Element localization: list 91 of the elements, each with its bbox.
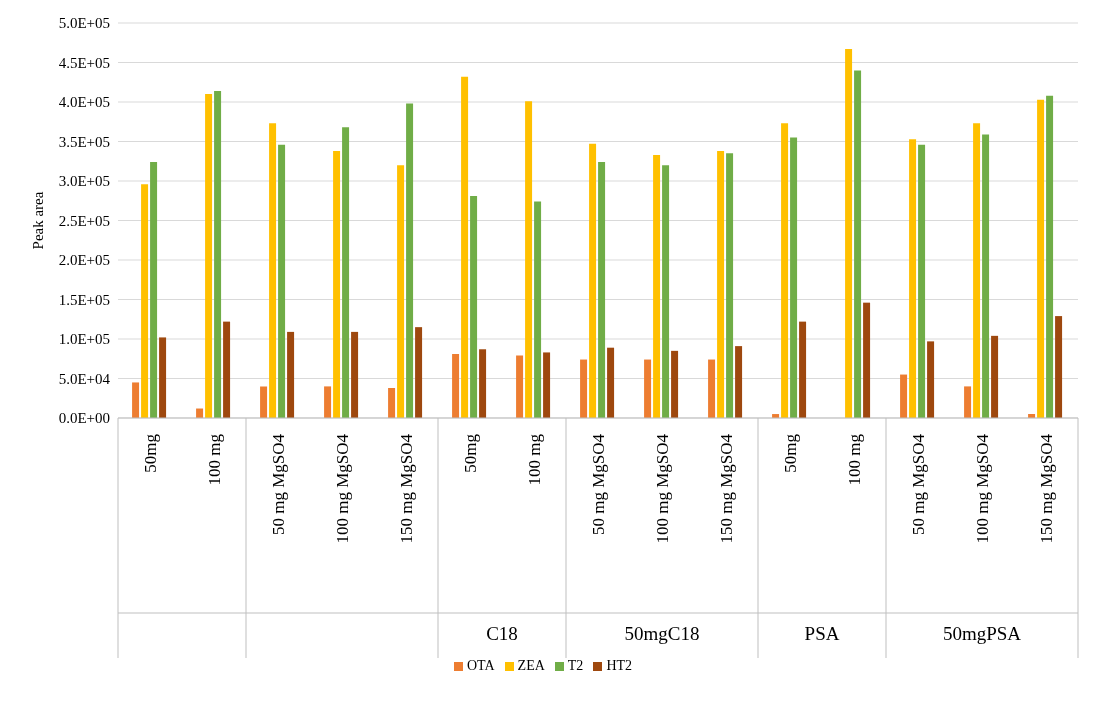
bar [516, 355, 524, 418]
bar [708, 359, 716, 418]
y-axis-title: Peak area [30, 191, 47, 250]
bar [726, 153, 734, 418]
y-tick-label: 1.0E+05 [58, 331, 110, 348]
bar [452, 354, 460, 418]
bar [278, 144, 286, 418]
bar [900, 374, 908, 418]
bar [150, 162, 158, 418]
y-tick-label: 0.0E+00 [58, 410, 110, 427]
bar [461, 76, 469, 418]
x-tick-label: 50mg [780, 433, 800, 473]
bar [598, 162, 606, 418]
bar [141, 184, 149, 418]
bar [324, 386, 332, 418]
x-tick-label: 100 mg [524, 433, 544, 486]
bar [287, 331, 295, 418]
x-tick-label: 50 mg MgSO4 [908, 433, 928, 536]
bar [845, 49, 853, 418]
bar [397, 165, 405, 418]
bar [406, 103, 414, 418]
bar [388, 387, 396, 418]
x-tick-label: 100 mg [204, 433, 224, 486]
legend-label: ZEA [517, 658, 545, 673]
bar [918, 144, 926, 418]
x-tick-label: 150 mg MgSO4 [396, 433, 416, 544]
bar [333, 150, 341, 418]
legend-label: OTA [466, 658, 495, 673]
y-tick-label: 2.5E+05 [58, 212, 110, 229]
x-tick-label: 100 mg MgSO4 [652, 433, 672, 544]
bar [717, 150, 725, 418]
bar [479, 349, 487, 418]
bar [159, 337, 167, 418]
bar [351, 331, 359, 418]
bar [1055, 316, 1063, 418]
bar [982, 134, 990, 418]
bar [415, 327, 423, 418]
y-tick-label: 4.0E+05 [58, 94, 110, 111]
bar [964, 386, 972, 418]
bar [644, 359, 652, 418]
bar [909, 139, 917, 418]
x-tick-label: 50 mg MgSO4 [268, 433, 288, 536]
bar [1046, 95, 1054, 418]
bar [653, 154, 661, 418]
bar [269, 123, 277, 418]
bar [781, 123, 789, 418]
x-tick-label: 100 mg MgSO4 [972, 433, 992, 544]
bar [580, 359, 588, 418]
x-tick-label: 100 mg [844, 433, 864, 486]
y-tick-label: 5.0E+05 [58, 15, 110, 32]
text: PSA [803, 623, 841, 645]
bar [525, 101, 533, 418]
y-tick-label: 1.5E+05 [58, 291, 110, 308]
x-tick-label: 150 mg MgSO4 [1036, 433, 1056, 544]
bar [470, 196, 478, 418]
bar [342, 127, 350, 418]
bar [589, 143, 597, 418]
x-tick-label: 50mg [460, 433, 480, 473]
bar [973, 123, 981, 418]
bar [205, 94, 213, 418]
bar [991, 335, 999, 418]
y-tick-label: 2.0E+05 [58, 252, 110, 269]
x-tick-label: 150 mg MgSO4 [716, 433, 736, 544]
bar [260, 386, 268, 418]
legend-label: HT2 [606, 658, 633, 673]
bar [132, 382, 140, 418]
text: 50mgPSA [941, 623, 1023, 645]
y-tick-label: 4.5E+05 [58, 54, 110, 71]
bar [927, 341, 935, 418]
bar [790, 137, 798, 418]
bar [607, 347, 615, 418]
bar [854, 70, 862, 418]
x-tick-label: 100 mg MgSO4 [332, 433, 352, 544]
bar [534, 201, 542, 418]
bar [223, 321, 231, 418]
bar [671, 350, 679, 418]
x-tick-label: 50mg [140, 433, 160, 473]
bar [662, 165, 670, 418]
text: C18 [485, 623, 519, 645]
bar [799, 321, 807, 418]
y-tick-label: 5.0E+04 [58, 370, 111, 387]
x-tick-label: 50 mg MgSO4 [588, 433, 608, 536]
bar [863, 302, 871, 418]
legend-label: T2 [567, 658, 584, 673]
bar [1037, 99, 1045, 418]
y-tick-label: 3.5E+05 [58, 133, 110, 150]
y-tick-label: 3.0E+05 [58, 173, 110, 190]
text: 50mgC18 [623, 623, 701, 645]
bar [543, 352, 551, 418]
bar [735, 346, 743, 418]
bar [214, 90, 222, 418]
